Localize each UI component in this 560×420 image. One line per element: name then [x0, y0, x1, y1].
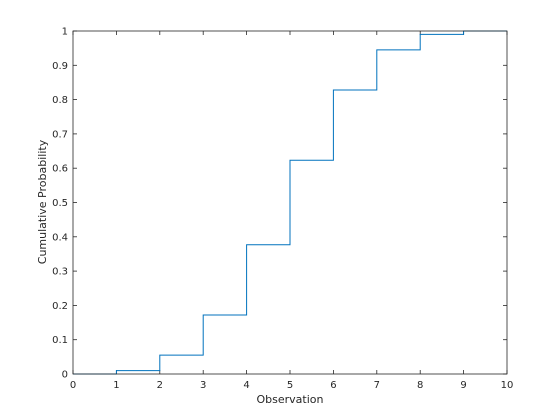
axes-box — [72, 30, 508, 375]
y-tick-labels: 0 0.1 0.2 0.3 0.4 0.5 0.6 0.7 0.8 0.9 1 — [52, 27, 68, 381]
y-tick-label: 0.9 — [52, 61, 68, 72]
x-tick-label: 6 — [330, 380, 336, 391]
x-tick-label: 10 — [501, 380, 514, 391]
y-tick-label: 0.1 — [52, 335, 68, 346]
x-tick-label: 4 — [243, 380, 249, 391]
y-tick-label: 0.2 — [52, 301, 68, 312]
x-axis-label: Observation — [257, 393, 324, 406]
cdf-stair-line — [73, 30, 507, 375]
x-tick-label: 7 — [374, 380, 380, 391]
y-tick-label: 0.6 — [52, 164, 68, 175]
x-tick-label: 5 — [287, 380, 293, 391]
x-tick-label: 0 — [70, 380, 76, 391]
y-tick-label: 0.8 — [52, 95, 68, 106]
y-tick-label: 0.5 — [52, 198, 68, 209]
x-tick-labels: 0 1 2 3 4 5 6 7 8 9 10 — [70, 380, 514, 391]
y-tick-label: 0.3 — [52, 267, 68, 278]
y-tick-label: 0.7 — [52, 129, 68, 140]
x-tick-label: 3 — [200, 380, 206, 391]
y-tick-label: 0 — [62, 370, 68, 381]
x-tick-label: 9 — [460, 380, 466, 391]
x-tick-label: 8 — [417, 380, 423, 391]
y-axis-label: Cumulative Probability — [36, 139, 49, 264]
x-tick-label: 1 — [113, 380, 119, 391]
y-tick-label: 0.4 — [52, 232, 68, 243]
x-tick-label: 2 — [157, 380, 163, 391]
y-tick-label: 1 — [62, 27, 68, 38]
